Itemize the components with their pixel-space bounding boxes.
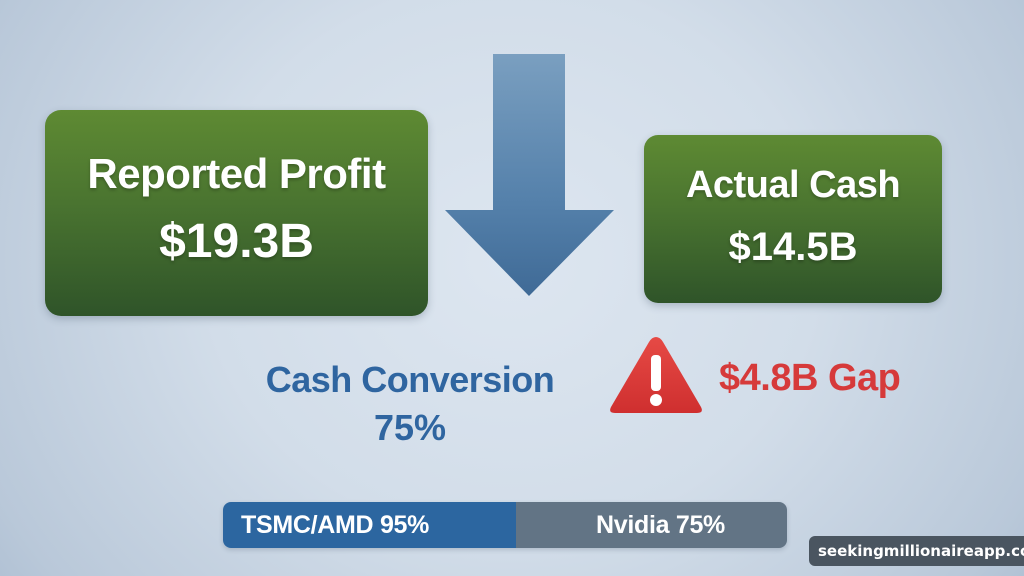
cash-conversion: Cash Conversion 75%: [250, 358, 570, 450]
reported-profit-value: $19.3B: [159, 215, 314, 268]
watermark-text: seekingmillionaireapp.com: [818, 542, 1024, 560]
comparison-segment-label: Nvidia 75%: [595, 510, 725, 539]
actual-cash-value: $14.5B: [728, 225, 858, 269]
gap-text: $4.8B Gap: [719, 356, 901, 399]
watermark-link[interactable]: seekingmillionaireapp.com: [809, 536, 1024, 566]
gap-callout: $4.8B Gap: [607, 333, 901, 417]
reported-profit-box: Reported Profit $19.3B: [45, 110, 428, 316]
comparison-segment-tsmc-amd: TSMC/AMD 95%: [223, 502, 516, 548]
cash-conversion-value: 75%: [373, 407, 447, 448]
arrow-down-icon: [445, 54, 614, 296]
cash-conversion-label: Cash Conversion: [265, 359, 555, 400]
comparison-segment-label: TSMC/AMD 95%: [241, 510, 430, 539]
comparison-segment-nvidia: Nvidia 75%: [516, 502, 787, 548]
actual-cash-box: Actual Cash $14.5B: [644, 135, 942, 303]
warning-triangle-icon: [610, 337, 702, 413]
actual-cash-label: Actual Cash: [685, 164, 901, 206]
comparison-bar: TSMC/AMD 95% Nvidia 75%: [223, 502, 787, 548]
reported-profit-label: Reported Profit: [87, 150, 386, 197]
